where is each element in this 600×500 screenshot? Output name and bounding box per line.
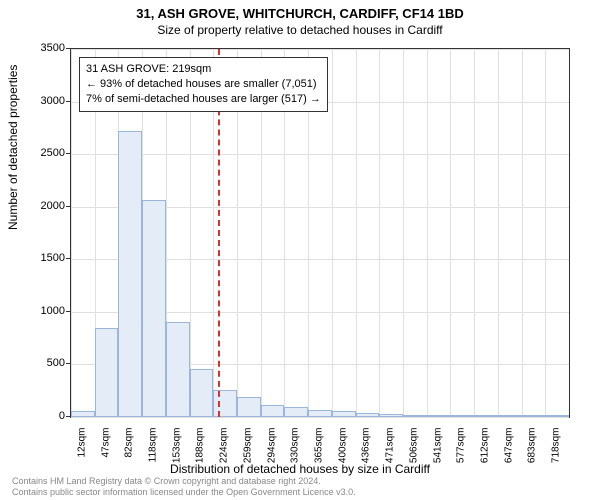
gridline-v	[474, 49, 475, 417]
x-tick-label: 47sqm	[100, 428, 111, 478]
annotation-box: 31 ASH GROVE: 219sqm← 93% of detached ho…	[79, 57, 328, 112]
plot-area: 31 ASH GROVE: 219sqm← 93% of detached ho…	[70, 48, 570, 418]
x-tick-label: 400sqm	[337, 428, 348, 478]
gridline-v	[379, 49, 380, 417]
x-tick-label: 577sqm	[456, 428, 467, 478]
footer-line-2: Contains public sector information licen…	[12, 487, 356, 498]
x-tick-label: 330sqm	[290, 428, 301, 478]
gridline-v	[522, 49, 523, 417]
histogram-bar	[356, 413, 380, 417]
y-tick-label: 1000	[25, 305, 65, 317]
y-tick-mark	[66, 258, 70, 259]
y-tick-label: 2000	[25, 200, 65, 212]
histogram-bar	[522, 415, 546, 417]
gridline-v	[450, 49, 451, 417]
histogram-bar	[95, 328, 119, 417]
property-size-chart: 31, ASH GROVE, WHITCHURCH, CARDIFF, CF14…	[0, 0, 600, 500]
histogram-bar	[332, 411, 356, 417]
y-tick-label: 3000	[25, 95, 65, 107]
x-tick-label: 436sqm	[361, 428, 372, 478]
annotation-line-2: ← 93% of detached houses are smaller (7,…	[86, 77, 321, 92]
gridline-v	[332, 49, 333, 417]
x-tick-label: 718sqm	[551, 428, 562, 478]
x-tick-label: 224sqm	[219, 428, 230, 478]
y-tick-mark	[66, 101, 70, 102]
footer-line-1: Contains HM Land Registry data © Crown c…	[12, 476, 356, 487]
histogram-bar	[427, 415, 451, 417]
y-tick-label: 500	[25, 357, 65, 369]
annotation-line-1: 31 ASH GROVE: 219sqm	[86, 62, 321, 77]
x-tick-label: 683sqm	[527, 428, 538, 478]
histogram-bar	[166, 322, 190, 417]
histogram-bar	[261, 405, 285, 417]
x-tick-label: 153sqm	[171, 428, 182, 478]
histogram-bar	[379, 414, 403, 417]
x-tick-label: 12sqm	[76, 428, 87, 478]
footer-attribution: Contains HM Land Registry data © Crown c…	[12, 476, 356, 498]
y-tick-mark	[66, 311, 70, 312]
histogram-bar	[118, 131, 142, 417]
y-tick-label: 3500	[25, 42, 65, 54]
y-tick-mark	[66, 48, 70, 49]
y-tick-mark	[66, 153, 70, 154]
x-tick-label: 471sqm	[385, 428, 396, 478]
gridline-h	[71, 49, 569, 50]
histogram-bar	[284, 407, 308, 417]
histogram-bar	[237, 397, 261, 417]
histogram-bar	[403, 415, 427, 417]
gridline-h	[71, 417, 569, 418]
histogram-bar	[213, 390, 237, 417]
x-tick-label: 506sqm	[408, 428, 419, 478]
histogram-bar	[498, 415, 522, 417]
histogram-bar	[71, 411, 95, 417]
annotation-line-3: 7% of semi-detached houses are larger (5…	[86, 92, 321, 107]
y-axis-label: Number of detached properties	[6, 65, 20, 230]
gridline-v	[71, 49, 72, 417]
y-tick-mark	[66, 363, 70, 364]
chart-title: 31, ASH GROVE, WHITCHURCH, CARDIFF, CF14…	[0, 6, 600, 21]
gridline-v	[403, 49, 404, 417]
y-tick-label: 2500	[25, 147, 65, 159]
gridline-v	[545, 49, 546, 417]
x-tick-label: 82sqm	[124, 428, 135, 478]
x-tick-label: 647sqm	[503, 428, 514, 478]
gridline-v	[427, 49, 428, 417]
x-tick-label: 118sqm	[148, 428, 159, 478]
x-tick-label: 365sqm	[314, 428, 325, 478]
x-tick-label: 612sqm	[480, 428, 491, 478]
x-tick-label: 188sqm	[195, 428, 206, 478]
histogram-bar	[308, 410, 332, 417]
histogram-bar	[190, 369, 214, 417]
histogram-bar	[474, 415, 498, 417]
y-tick-label: 0	[25, 410, 65, 422]
gridline-h	[71, 154, 569, 155]
histogram-bar	[450, 415, 474, 417]
histogram-bar	[142, 200, 166, 417]
x-tick-label: 294sqm	[266, 428, 277, 478]
y-tick-mark	[66, 206, 70, 207]
histogram-bar	[545, 415, 569, 417]
x-tick-label: 541sqm	[432, 428, 443, 478]
chart-subtitle: Size of property relative to detached ho…	[0, 23, 600, 37]
y-tick-label: 1500	[25, 252, 65, 264]
x-tick-label: 259sqm	[242, 428, 253, 478]
gridline-v	[356, 49, 357, 417]
gridline-v	[498, 49, 499, 417]
y-tick-mark	[66, 416, 70, 417]
